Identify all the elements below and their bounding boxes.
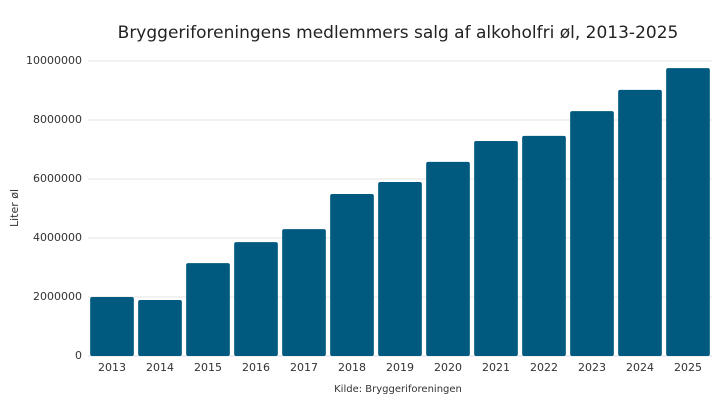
bar bbox=[522, 135, 566, 356]
x-tick-label: 2020 bbox=[434, 361, 462, 374]
x-tick-label: 2016 bbox=[242, 361, 270, 374]
y-tick-label: 2000000 bbox=[33, 290, 82, 303]
y-tick-label: 8000000 bbox=[33, 113, 82, 126]
bar bbox=[570, 111, 614, 357]
bar bbox=[330, 194, 374, 356]
y-tick-label: 10000000 bbox=[26, 54, 82, 67]
bar bbox=[618, 89, 662, 356]
x-tick-label: 2015 bbox=[194, 361, 222, 374]
x-tick-label: 2021 bbox=[482, 361, 510, 374]
y-tick-label: 0 bbox=[75, 349, 82, 362]
bar bbox=[282, 229, 326, 356]
x-tick-label: 2023 bbox=[578, 361, 606, 374]
x-tick-label: 2022 bbox=[530, 361, 558, 374]
x-tick-label: 2025 bbox=[674, 361, 702, 374]
x-tick-label: 2024 bbox=[626, 361, 654, 374]
bar bbox=[474, 140, 518, 356]
bar bbox=[234, 242, 278, 356]
x-tick-label: 2013 bbox=[98, 361, 126, 374]
x-tick-label: 2018 bbox=[338, 361, 366, 374]
source-note: Kilde: Bryggeriforeningen bbox=[334, 384, 462, 395]
y-tick-label: 4000000 bbox=[33, 231, 82, 244]
bar bbox=[186, 263, 230, 356]
bar bbox=[426, 161, 470, 356]
x-tick-label: 2019 bbox=[386, 361, 414, 374]
x-tick-label: 2017 bbox=[290, 361, 318, 374]
x-tick-label: 2014 bbox=[146, 361, 174, 374]
y-tick-label: 6000000 bbox=[33, 172, 82, 185]
bar bbox=[378, 181, 422, 356]
bar bbox=[666, 68, 710, 356]
y-axis-label: Liter øl bbox=[8, 189, 21, 227]
chart-title: Bryggeriforeningens medlemmers salg af a… bbox=[118, 23, 679, 43]
bar bbox=[90, 297, 134, 356]
bar bbox=[138, 299, 182, 356]
